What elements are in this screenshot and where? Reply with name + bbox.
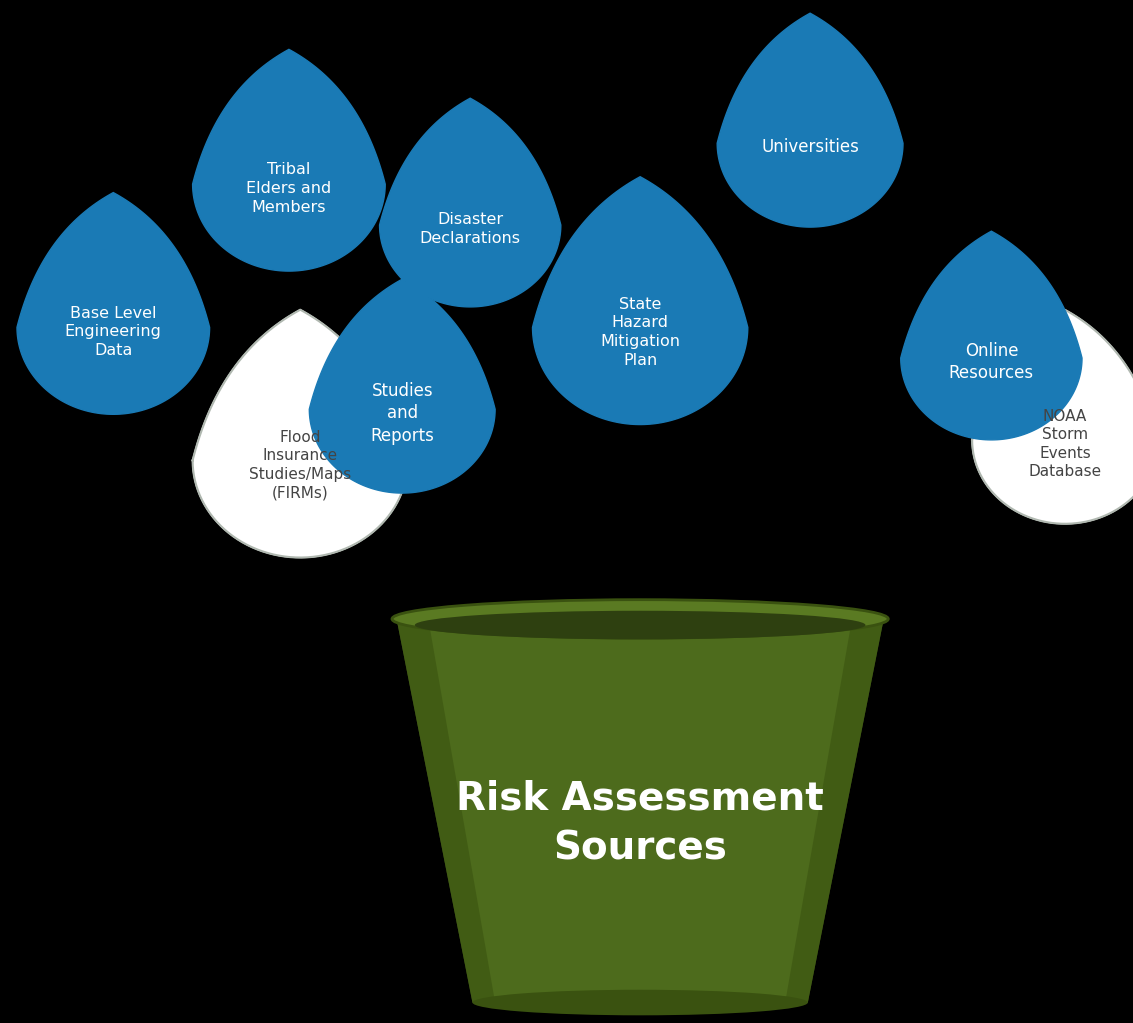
Polygon shape [309,279,495,493]
Text: Disaster
Declarations: Disaster Declarations [419,213,521,246]
Polygon shape [397,619,495,1003]
Text: Flood
Insurance
Studies/Maps
(FIRMs): Flood Insurance Studies/Maps (FIRMs) [249,430,351,500]
Text: Universities: Universities [761,138,859,157]
Polygon shape [193,49,385,271]
Polygon shape [717,13,903,227]
Ellipse shape [472,990,808,1015]
Ellipse shape [415,611,866,639]
Text: Tribal
Elders and
Members: Tribal Elders and Members [246,163,332,215]
Polygon shape [193,310,408,558]
Ellipse shape [392,599,888,638]
Text: Online
Resources: Online Resources [948,342,1034,383]
Polygon shape [380,98,561,307]
Polygon shape [17,192,210,414]
Text: NOAA
Storm
Events
Database: NOAA Storm Events Database [1029,408,1101,480]
Text: State
Hazard
Mitigation
Plan: State Hazard Mitigation Plan [600,297,680,367]
Polygon shape [972,310,1133,524]
Polygon shape [901,231,1082,440]
Text: Risk Assessment
Sources: Risk Assessment Sources [457,780,824,868]
Text: Studies
and
Reports: Studies and Reports [370,383,434,445]
Polygon shape [533,177,748,425]
Polygon shape [785,619,884,1003]
Text: Base Level
Engineering
Data: Base Level Engineering Data [65,306,162,358]
Polygon shape [397,619,884,1003]
